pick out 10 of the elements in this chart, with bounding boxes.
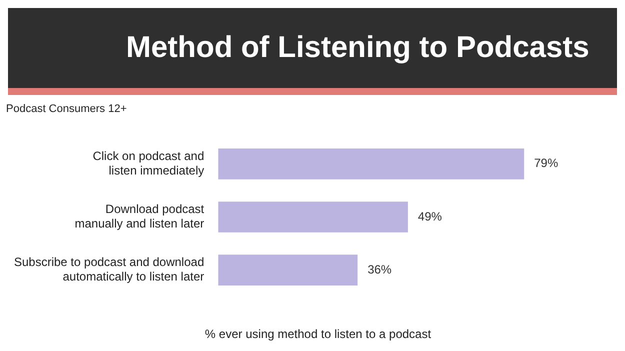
text: Podcast Consumers 12+ (6, 103, 128, 115)
y-tick-label: Click on podcast and listen immediately (92, 149, 204, 178)
chart-title: Method of Listening to Podcasts (126, 31, 590, 65)
data-label: 36% (368, 262, 392, 276)
header-banner: Method of Listening to Podcasts (8, 8, 617, 88)
data-label: 79% (534, 156, 558, 170)
y-tick-label: Download podcast manually and listen later (74, 202, 205, 231)
data-label: 49% (418, 209, 442, 224)
y-tick-label: Subscribe to podcast and download automatically to listen later (14, 255, 204, 284)
x-axis-title: % ever using method to listen to a podcast (204, 327, 432, 341)
